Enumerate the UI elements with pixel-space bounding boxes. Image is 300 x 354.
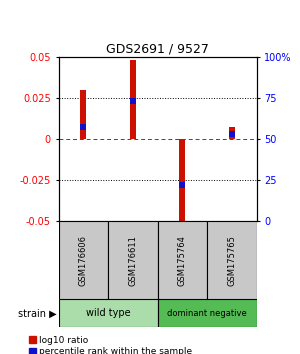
Point (81, 125, 86, 130)
Text: GSM176611: GSM176611 (128, 235, 137, 286)
Text: strain ▶: strain ▶ (18, 308, 57, 318)
Point (180, 182, 185, 188)
Bar (80, 90, 86, 139)
Bar (158, 221, 207, 299)
Text: GSM175764: GSM175764 (178, 235, 187, 286)
Bar (58, 221, 108, 299)
Text: GSM175765: GSM175765 (227, 235, 236, 286)
Bar (207, 221, 256, 299)
Title: GDS2691 / 9527: GDS2691 / 9527 (106, 42, 209, 56)
Bar (179, 139, 185, 229)
Legend: log10 ratio, percentile rank within the sample: log10 ratio, percentile rank within the … (28, 336, 193, 354)
Bar (130, 60, 136, 139)
Bar (108, 221, 158, 299)
Point (230, 131, 234, 137)
Text: GSM176606: GSM176606 (79, 235, 88, 286)
Bar (58, 299, 158, 327)
Text: dominant negative: dominant negative (167, 309, 247, 318)
Text: wild type: wild type (86, 308, 130, 318)
Point (130, 98, 135, 104)
Bar (158, 299, 256, 327)
Bar (229, 127, 235, 139)
